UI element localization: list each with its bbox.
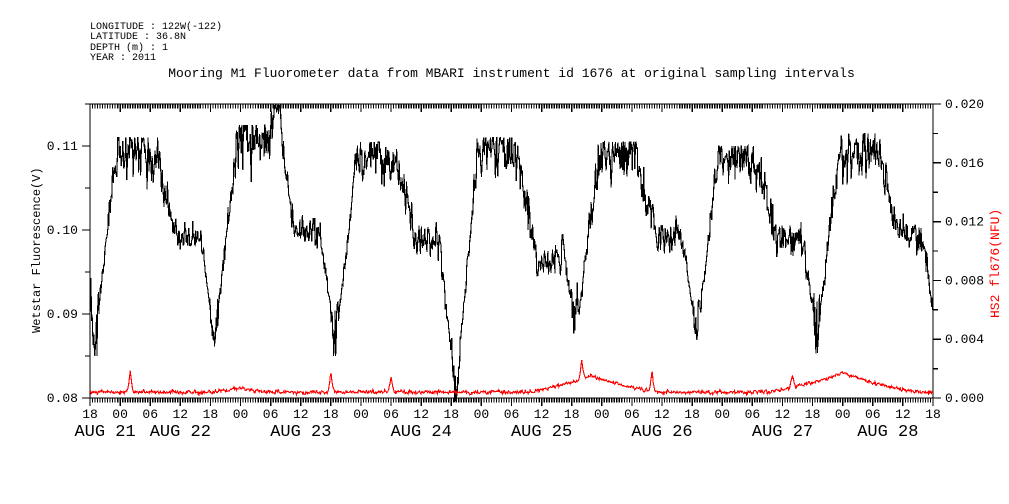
- svg-text:00: 00: [835, 407, 851, 422]
- svg-text:AUG 24: AUG 24: [391, 423, 452, 442]
- svg-text:18: 18: [925, 407, 941, 422]
- svg-text:00: 00: [233, 407, 249, 422]
- svg-text:0.016: 0.016: [945, 156, 984, 171]
- svg-text:12: 12: [654, 407, 670, 422]
- svg-text:12: 12: [413, 407, 429, 422]
- svg-text:0.09: 0.09: [47, 307, 78, 322]
- svg-text:0.020: 0.020: [945, 97, 984, 112]
- svg-text:18: 18: [443, 407, 459, 422]
- svg-text:12: 12: [775, 407, 791, 422]
- svg-text:00: 00: [353, 407, 369, 422]
- svg-text:AUG 27: AUG 27: [752, 423, 813, 442]
- svg-text:AUG 25: AUG 25: [511, 423, 572, 442]
- svg-text:06: 06: [624, 407, 640, 422]
- svg-text:AUG 26: AUG 26: [631, 423, 692, 442]
- svg-text:AUG 22: AUG 22: [150, 423, 211, 442]
- svg-text:00: 00: [594, 407, 610, 422]
- svg-text:0.000: 0.000: [945, 391, 984, 406]
- svg-text:0.11: 0.11: [47, 139, 78, 154]
- svg-text:0.008: 0.008: [945, 273, 984, 288]
- svg-text:AUG 21: AUG 21: [74, 423, 135, 442]
- svg-text:0.012: 0.012: [945, 215, 984, 230]
- svg-text:12: 12: [895, 407, 911, 422]
- svg-text:18: 18: [203, 407, 219, 422]
- svg-text:AUG 28: AUG 28: [857, 423, 918, 442]
- svg-text:06: 06: [383, 407, 399, 422]
- svg-text:0.004: 0.004: [945, 332, 984, 347]
- svg-text:0.08: 0.08: [47, 391, 78, 406]
- svg-text:00: 00: [714, 407, 730, 422]
- svg-text:00: 00: [474, 407, 490, 422]
- svg-text:00: 00: [112, 407, 128, 422]
- svg-text:18: 18: [684, 407, 700, 422]
- svg-text:18: 18: [323, 407, 339, 422]
- svg-text:06: 06: [745, 407, 761, 422]
- svg-text:06: 06: [504, 407, 520, 422]
- svg-text:18: 18: [82, 407, 98, 422]
- svg-text:12: 12: [293, 407, 309, 422]
- svg-text:06: 06: [142, 407, 158, 422]
- svg-text:18: 18: [564, 407, 580, 422]
- svg-text:AUG 23: AUG 23: [270, 423, 331, 442]
- svg-text:12: 12: [172, 407, 188, 422]
- svg-text:06: 06: [263, 407, 279, 422]
- svg-text:06: 06: [865, 407, 881, 422]
- svg-text:12: 12: [534, 407, 550, 422]
- svg-text:18: 18: [805, 407, 821, 422]
- svg-text:0.10: 0.10: [47, 223, 78, 238]
